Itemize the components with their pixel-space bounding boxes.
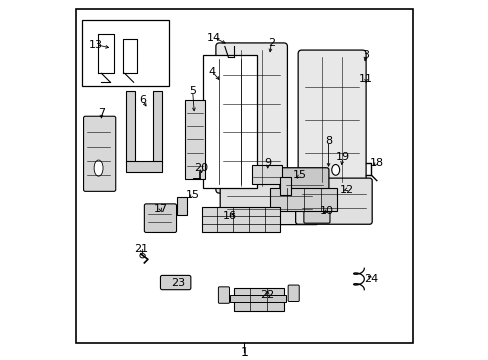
Text: 15: 15 <box>292 170 306 180</box>
FancyBboxPatch shape <box>279 168 328 202</box>
Bar <box>126 161 162 172</box>
Text: 21: 21 <box>133 244 147 253</box>
Text: 2: 2 <box>267 38 274 48</box>
Text: 17: 17 <box>153 204 167 214</box>
Bar <box>233 288 283 311</box>
FancyBboxPatch shape <box>215 43 287 193</box>
Ellipse shape <box>94 160 103 176</box>
Text: 6: 6 <box>139 95 146 105</box>
Text: 16: 16 <box>223 211 237 221</box>
Text: 9: 9 <box>264 158 271 168</box>
FancyBboxPatch shape <box>83 116 116 192</box>
Bar <box>185 100 205 179</box>
Bar <box>203 55 257 188</box>
Bar <box>176 197 187 215</box>
Text: 18: 18 <box>369 158 383 168</box>
Text: 19: 19 <box>335 152 349 162</box>
Text: 22: 22 <box>260 290 274 300</box>
Text: 23: 23 <box>171 278 185 288</box>
Text: 14: 14 <box>206 32 221 42</box>
Text: 7: 7 <box>98 108 105 118</box>
Text: 11: 11 <box>358 74 372 84</box>
Bar <box>280 177 290 195</box>
Text: 12: 12 <box>339 185 353 194</box>
FancyBboxPatch shape <box>303 211 329 223</box>
FancyBboxPatch shape <box>144 204 176 233</box>
Text: 10: 10 <box>319 206 333 216</box>
Text: 1: 1 <box>240 346 248 359</box>
Bar <box>153 91 162 163</box>
FancyBboxPatch shape <box>160 275 190 290</box>
Bar <box>81 20 169 86</box>
Bar <box>251 165 282 184</box>
Bar <box>126 91 135 163</box>
Text: 15: 15 <box>185 190 199 200</box>
FancyBboxPatch shape <box>298 50 366 190</box>
Bar <box>269 188 337 211</box>
Text: 20: 20 <box>194 163 208 173</box>
Text: 8: 8 <box>325 136 331 146</box>
FancyBboxPatch shape <box>295 178 371 224</box>
Text: 13: 13 <box>89 40 103 50</box>
FancyBboxPatch shape <box>218 287 229 303</box>
Bar <box>230 295 285 302</box>
FancyBboxPatch shape <box>287 285 299 302</box>
Ellipse shape <box>140 253 145 258</box>
Bar <box>201 207 280 233</box>
Ellipse shape <box>331 165 339 175</box>
FancyBboxPatch shape <box>220 180 318 225</box>
Text: 3: 3 <box>362 50 369 60</box>
Text: 24: 24 <box>364 274 378 284</box>
Text: 5: 5 <box>189 86 196 96</box>
Text: 4: 4 <box>208 67 215 77</box>
